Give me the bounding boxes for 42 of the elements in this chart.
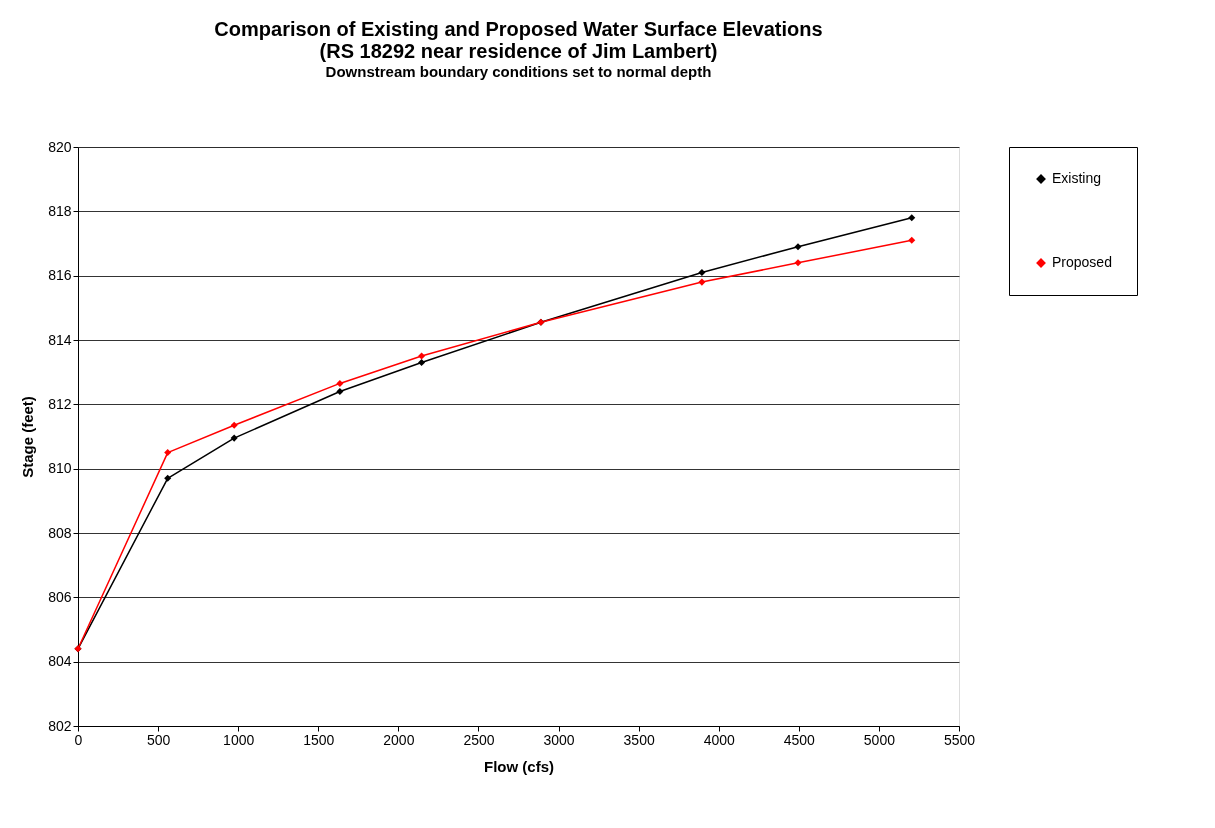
point <box>336 387 344 395</box>
x-tick-label: 4000 <box>703 731 736 748</box>
x-tick-label: 500 <box>146 731 171 748</box>
y-tick-label: 808 <box>48 524 72 541</box>
point <box>794 259 802 267</box>
legend-label: Proposed <box>1052 254 1112 270</box>
x-axis-title: Flow (cfs) <box>484 757 554 775</box>
x-tick-label: 3500 <box>623 731 655 748</box>
point <box>698 268 706 276</box>
y-tick-label: 820 <box>48 138 72 155</box>
x-tick-label: 3000 <box>543 731 575 748</box>
legend-label: Existing <box>1052 170 1102 186</box>
y-tick-label: 818 <box>48 202 72 219</box>
x-tick-label: 1000 <box>223 731 255 748</box>
point <box>908 236 916 244</box>
point <box>794 243 802 251</box>
x-tick-label: 5000 <box>863 731 896 748</box>
y-tick-label: 814 <box>48 331 72 348</box>
point <box>164 449 172 457</box>
point <box>230 421 238 429</box>
x-tick-label: 1500 <box>303 731 335 748</box>
chart-subtitle: Downstream boundary conditions set to normal depth <box>325 63 712 80</box>
y-tick-label: 802 <box>48 717 72 734</box>
y-axis-title: Stage (feet) <box>19 396 37 478</box>
y-tick-label: 810 <box>48 460 72 477</box>
point <box>418 352 426 360</box>
y-tick-label: 816 <box>48 267 72 284</box>
x-tick-label: 4500 <box>783 731 816 748</box>
point <box>418 358 426 367</box>
chart-title: Comparison of Existing and Proposed Water Surface Elevations (RS 18292 near residence of Jim Lambert) <box>214 18 823 62</box>
x-tick-label: 0 <box>74 731 83 748</box>
x-tick-label: 5500 <box>943 731 976 748</box>
y-tick-label: 806 <box>48 588 72 605</box>
point <box>230 434 238 442</box>
y-tick-label: 804 <box>48 653 72 670</box>
x-tick-label: 2000 <box>383 731 415 748</box>
point <box>336 379 344 387</box>
point <box>908 214 916 222</box>
point <box>164 474 172 482</box>
y-tick-label: 812 <box>48 395 72 412</box>
x-tick-label: 2500 <box>463 731 495 748</box>
point <box>698 278 706 286</box>
